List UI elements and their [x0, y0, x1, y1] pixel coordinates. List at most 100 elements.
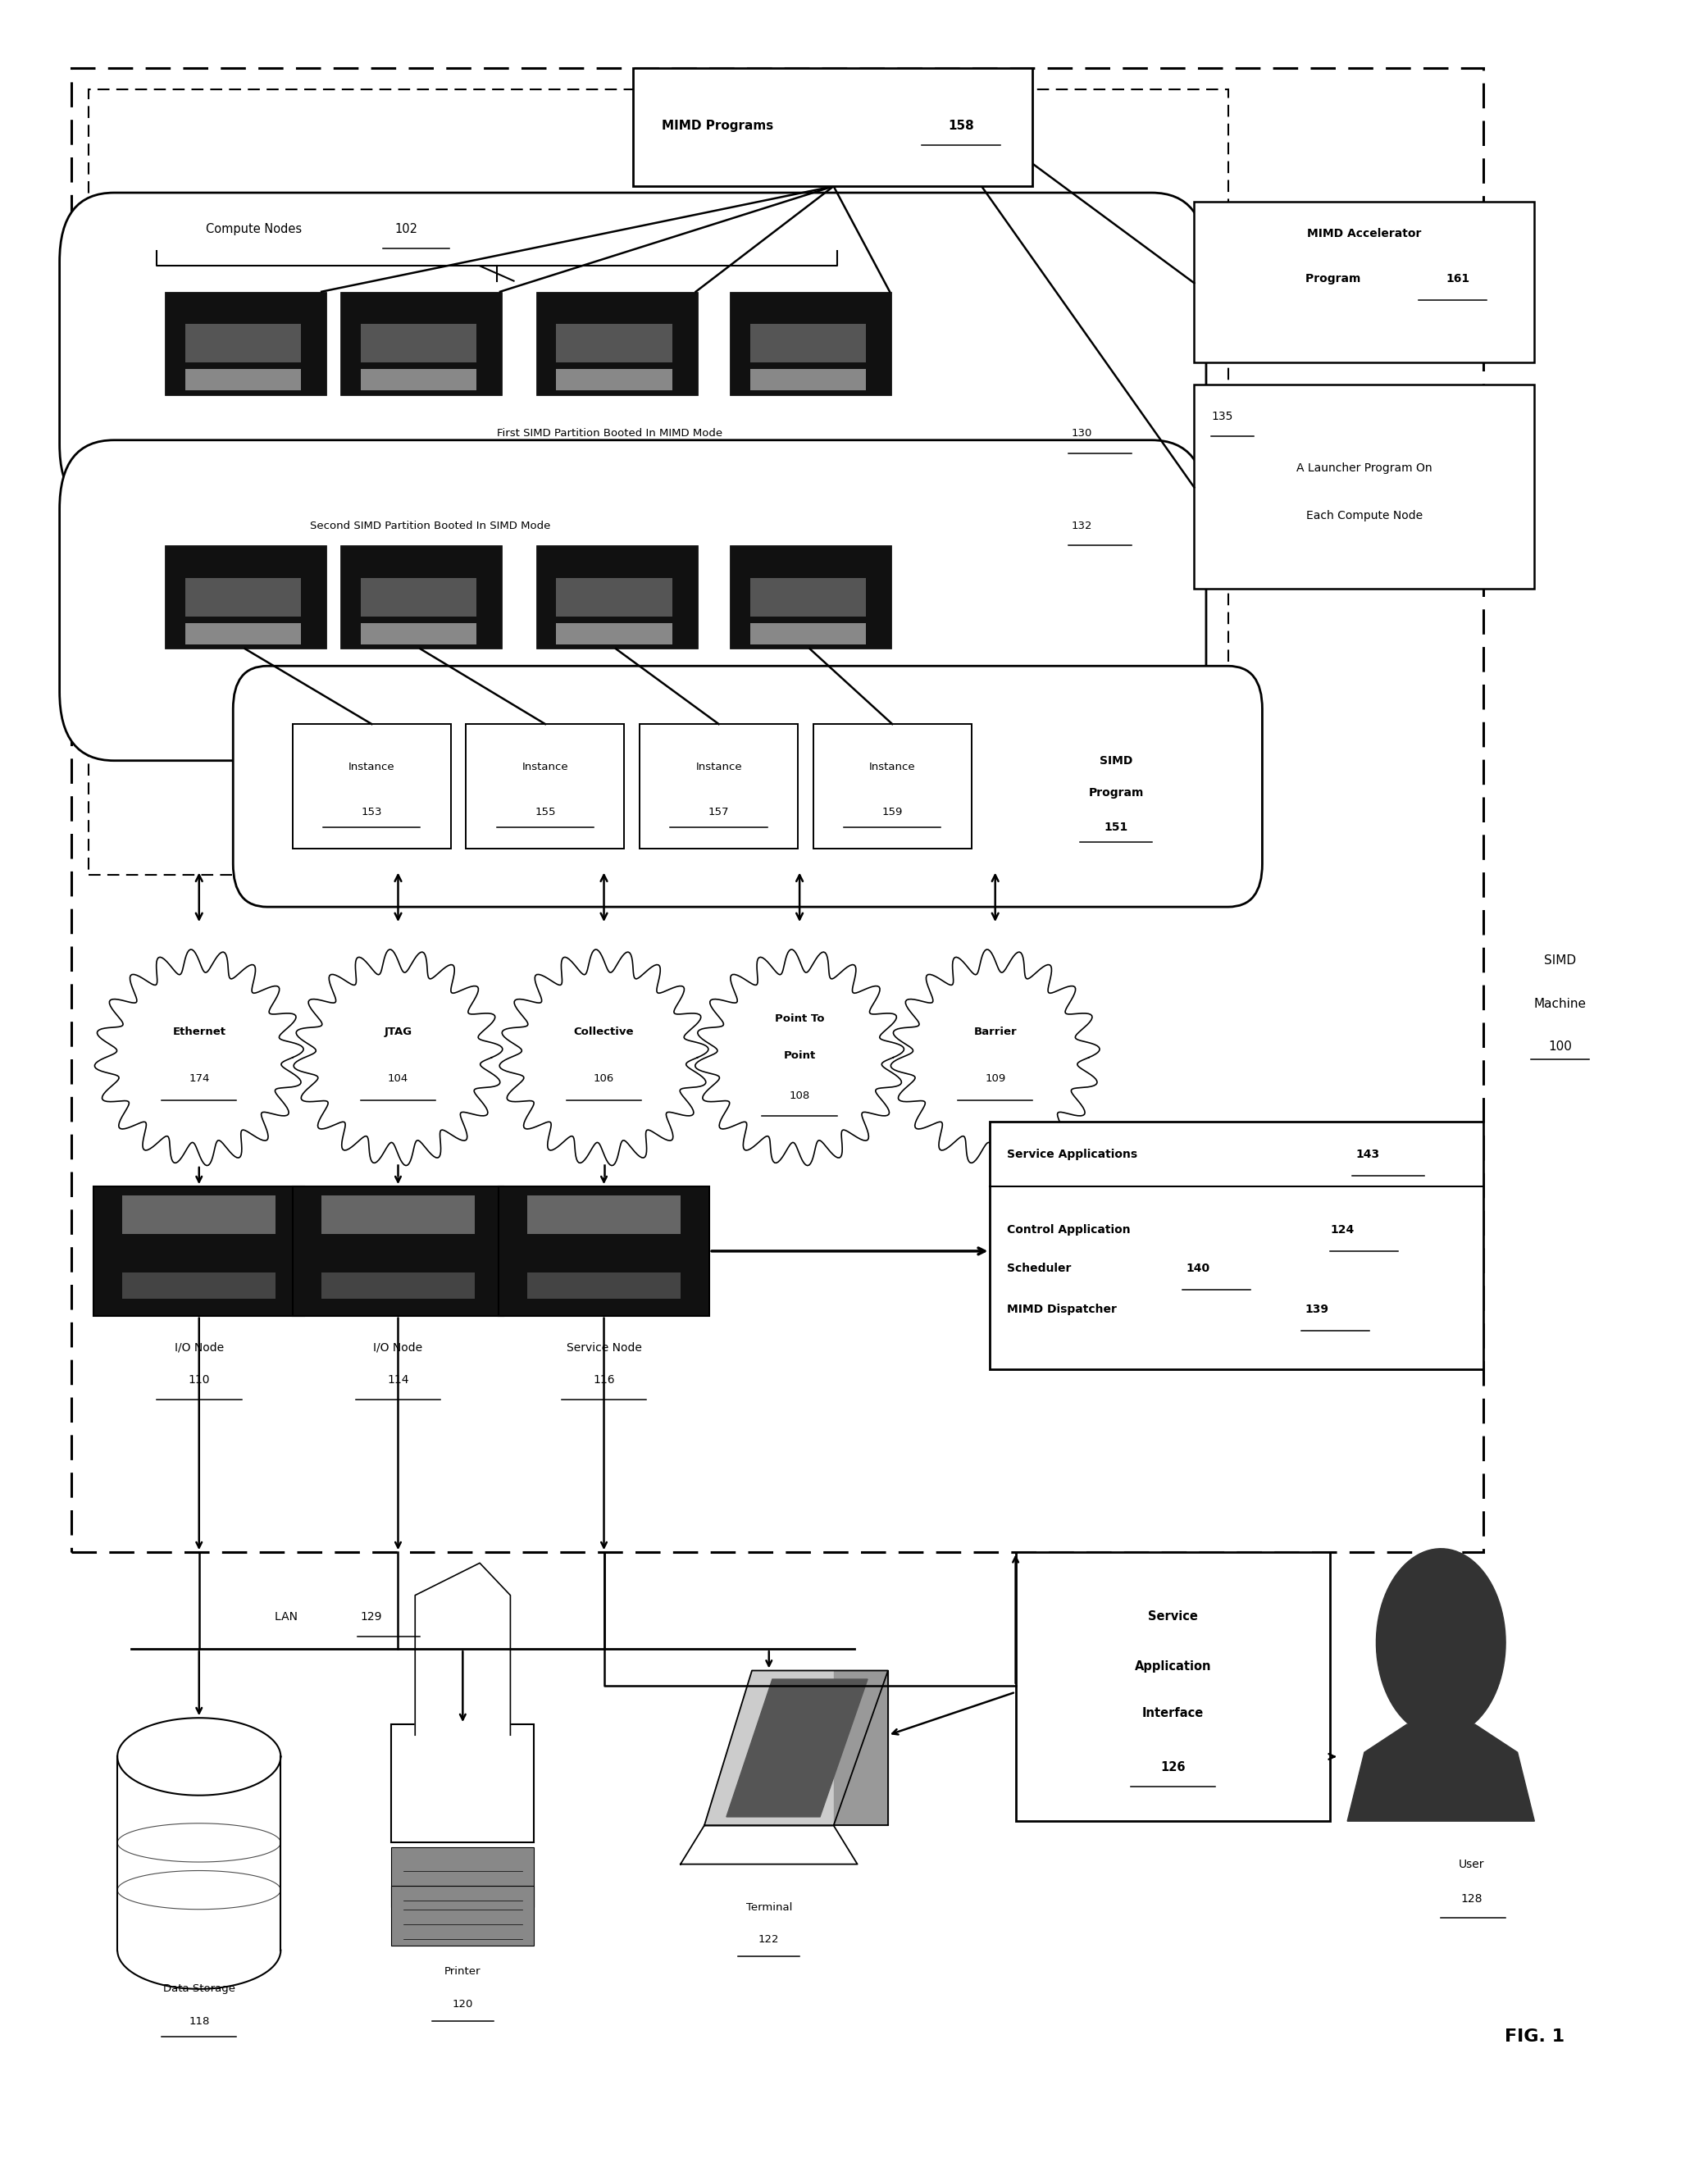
Polygon shape	[834, 1670, 888, 1826]
Polygon shape	[1377, 1549, 1505, 1737]
Polygon shape	[704, 1670, 888, 1826]
Bar	[729, 546, 892, 650]
Bar	[640, 725, 798, 848]
Text: Terminal: Terminal	[746, 1901, 793, 1912]
Bar	[1016, 1552, 1331, 1821]
Bar	[750, 324, 866, 363]
Bar	[1194, 201, 1534, 363]
Text: Ethernet: Ethernet	[173, 1027, 225, 1038]
Text: MIMD Dispatcher: MIMD Dispatcher	[1008, 1303, 1120, 1314]
FancyBboxPatch shape	[60, 192, 1206, 514]
Text: Service Applications: Service Applications	[1008, 1148, 1141, 1161]
Polygon shape	[892, 950, 1100, 1165]
Text: JTAG: JTAG	[384, 1027, 412, 1038]
Bar	[186, 578, 301, 617]
Text: 174: 174	[188, 1075, 210, 1083]
Bar	[186, 369, 301, 391]
Text: SIMD: SIMD	[1544, 954, 1576, 967]
Polygon shape	[415, 1562, 511, 1735]
Text: MIMD Programs: MIMD Programs	[661, 121, 777, 132]
Bar	[321, 1273, 475, 1299]
Text: 158: 158	[948, 121, 974, 132]
Text: Second SIMD Partition Booted In SIMD Mode: Second SIMD Partition Booted In SIMD Mod…	[309, 520, 553, 531]
Polygon shape	[499, 950, 709, 1165]
Text: 104: 104	[388, 1075, 408, 1083]
Bar	[536, 291, 697, 395]
Bar	[1194, 384, 1534, 589]
Bar	[557, 324, 671, 363]
Bar	[123, 1273, 275, 1299]
Text: Program: Program	[1088, 788, 1144, 798]
Text: 159: 159	[881, 807, 904, 818]
Bar	[360, 369, 477, 391]
Text: 122: 122	[758, 1934, 779, 1944]
Text: 114: 114	[388, 1375, 408, 1385]
Bar	[557, 369, 671, 391]
Text: 120: 120	[453, 1998, 473, 2009]
Bar	[186, 624, 301, 645]
Text: 157: 157	[709, 807, 729, 818]
Text: 128: 128	[1460, 1893, 1483, 1903]
Text: Instance: Instance	[869, 762, 915, 773]
Bar	[750, 578, 866, 617]
Bar	[166, 291, 326, 395]
Text: Point To: Point To	[775, 1014, 825, 1025]
Bar	[634, 67, 1033, 186]
Bar	[729, 291, 892, 395]
Bar	[391, 1724, 535, 1843]
Text: 155: 155	[535, 807, 555, 818]
Bar	[557, 578, 671, 617]
Text: Machine: Machine	[1534, 997, 1587, 1010]
Bar	[528, 1196, 680, 1234]
Bar	[360, 624, 477, 645]
Text: Compute Nodes: Compute Nodes	[207, 222, 309, 235]
Text: 126: 126	[1160, 1761, 1185, 1774]
Text: 139: 139	[1305, 1303, 1329, 1314]
Bar	[292, 725, 451, 848]
Polygon shape	[118, 1912, 280, 1990]
Text: 151: 151	[1103, 822, 1127, 833]
Text: 132: 132	[1071, 520, 1093, 531]
Text: I/O Node: I/O Node	[374, 1342, 424, 1353]
Bar	[499, 1187, 709, 1316]
Text: Instance: Instance	[348, 762, 395, 773]
Text: 129: 129	[360, 1612, 383, 1623]
Text: LAN: LAN	[275, 1612, 301, 1623]
Text: 109: 109	[986, 1075, 1006, 1083]
Text: Program: Program	[1305, 274, 1365, 285]
Bar	[360, 324, 477, 363]
Text: Application: Application	[1134, 1660, 1211, 1672]
Text: SIMD: SIMD	[1100, 755, 1132, 766]
Bar	[536, 546, 697, 650]
Bar	[94, 1187, 304, 1316]
Polygon shape	[94, 950, 304, 1165]
Bar	[750, 369, 866, 391]
Text: Service Node: Service Node	[567, 1342, 642, 1353]
Text: Barrier: Barrier	[974, 1027, 1016, 1038]
Text: 100: 100	[1547, 1040, 1571, 1053]
Text: Service: Service	[1148, 1610, 1197, 1623]
Bar	[991, 1122, 1484, 1370]
Bar	[557, 624, 671, 645]
Text: Control Application: Control Application	[1008, 1224, 1134, 1234]
Text: Each Compute Node: Each Compute Node	[1307, 509, 1423, 520]
Bar	[391, 1886, 535, 1947]
Text: MIMD Accelerator: MIMD Accelerator	[1307, 229, 1421, 240]
Bar	[186, 324, 301, 363]
Polygon shape	[726, 1679, 868, 1817]
Polygon shape	[294, 950, 502, 1165]
Text: 153: 153	[362, 807, 383, 818]
Text: 110: 110	[188, 1375, 210, 1385]
Bar	[123, 1196, 275, 1234]
Text: FIG. 1: FIG. 1	[1505, 2029, 1565, 2044]
Text: User: User	[1459, 1858, 1484, 1871]
Bar	[340, 546, 502, 650]
Bar	[292, 1187, 504, 1316]
Text: Interface: Interface	[1143, 1707, 1204, 1720]
Bar	[166, 546, 326, 650]
Text: 161: 161	[1447, 274, 1471, 285]
Bar	[391, 1847, 535, 1908]
Bar	[528, 1273, 680, 1299]
Bar	[360, 578, 477, 617]
Text: 124: 124	[1331, 1224, 1354, 1234]
